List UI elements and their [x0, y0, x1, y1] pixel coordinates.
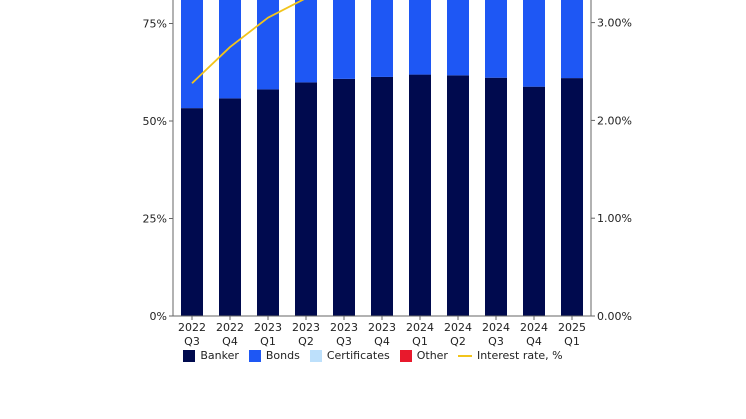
bar-bonds-4 [333, 0, 355, 79]
bar-bonds-10 [561, 0, 583, 79]
x-tick-quarter-4: Q3 [336, 335, 352, 348]
legend-swatch-other [399, 349, 412, 362]
left-tick-label-0: 0% [150, 310, 167, 323]
x-tick-year-9: 2024 [520, 321, 548, 334]
bar-banker-3 [295, 82, 317, 316]
legend-swatch-bonds [248, 349, 261, 362]
legend-swatch-certificates [309, 349, 322, 362]
bar-banker-9 [523, 86, 545, 316]
bar-banker-8 [485, 77, 507, 316]
x-tick-year-10: 2025 [558, 321, 586, 334]
x-tick-quarter-0: Q3 [184, 335, 200, 348]
x-tick-quarter-2: Q1 [260, 335, 276, 348]
left-tick-label-3: 75% [143, 18, 167, 31]
legend-item-banker: Banker [183, 349, 239, 362]
legend-label-banker: Banker [200, 349, 239, 362]
legend-item-other: Other [399, 349, 448, 362]
x-tick-quarter-8: Q3 [488, 335, 504, 348]
x-tick-year-1: 2022 [216, 321, 244, 334]
legend: Banker Bonds Certificates Other Interest… [0, 349, 746, 362]
x-tick-quarter-6: Q1 [412, 335, 428, 348]
x-tick-year-6: 2024 [406, 321, 434, 334]
left-tick-label-2: 50% [143, 115, 167, 128]
right-tick-label-2: 2.00% [597, 114, 632, 127]
x-tick-quarter-1: Q4 [222, 335, 238, 348]
x-tick-year-7: 2024 [444, 321, 472, 334]
bar-bonds-6 [409, 0, 431, 75]
x-tick-year-0: 2022 [178, 321, 206, 334]
bar-banker-0 [181, 108, 203, 316]
legend-line-interest-rate [457, 354, 472, 357]
bar-bonds-7 [447, 0, 469, 76]
x-tick-year-4: 2023 [330, 321, 358, 334]
ticks-layer: 0%25%50%75%0.00%1.00%2.00%3.00%2022Q3202… [143, 17, 632, 348]
x-tick-year-5: 2023 [368, 321, 396, 334]
bar-banker-4 [333, 78, 355, 316]
bar-banker-2 [257, 89, 279, 316]
bar-banker-10 [561, 78, 583, 316]
legend-label-certificates: Certificates [326, 349, 390, 362]
legend-item-certificates: Certificates [309, 349, 390, 362]
bar-banker-7 [447, 75, 469, 316]
legend-label-bonds: Bonds [265, 349, 300, 362]
bars-layer [181, 0, 583, 316]
x-tick-year-2: 2023 [254, 321, 282, 334]
legend-label-other: Other [416, 349, 448, 362]
right-tick-label-3: 3.00% [597, 17, 632, 30]
x-tick-year-3: 2023 [292, 321, 320, 334]
x-tick-quarter-9: Q4 [526, 335, 542, 348]
bar-bonds-9 [523, 0, 545, 87]
bar-banker-6 [409, 74, 431, 316]
interest-rate-line [191, 0, 305, 84]
bar-bonds-8 [485, 0, 507, 78]
bar-bonds-5 [371, 0, 393, 77]
x-tick-quarter-5: Q4 [374, 335, 390, 348]
bar-banker-1 [219, 98, 241, 316]
legend-item-bonds: Bonds [248, 349, 300, 362]
interest-rate-line-layer [191, 0, 305, 84]
legend-label-interest-rate: Interest rate, % [476, 349, 563, 362]
bar-bonds-1 [219, 0, 241, 99]
legend-swatch-banker [183, 349, 196, 362]
x-tick-quarter-3: Q2 [298, 335, 314, 348]
x-tick-year-8: 2024 [482, 321, 510, 334]
legend-item-interest-rate: Interest rate, % [457, 349, 563, 362]
bar-bonds-0 [181, 0, 203, 109]
right-tick-label-1: 1.00% [597, 212, 632, 225]
bar-bonds-3 [295, 0, 317, 83]
x-tick-quarter-7: Q2 [450, 335, 466, 348]
x-tick-quarter-10: Q1 [564, 335, 580, 348]
right-tick-label-0: 0.00% [597, 310, 632, 323]
left-tick-label-1: 25% [143, 213, 167, 226]
bar-banker-5 [371, 76, 393, 316]
